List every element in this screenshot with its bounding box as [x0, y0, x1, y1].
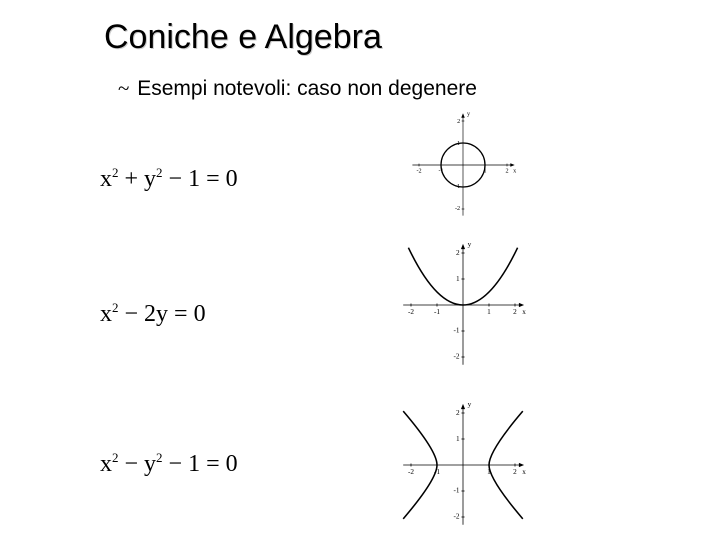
svg-text:y: y	[467, 112, 471, 118]
svg-text:2: 2	[456, 409, 460, 417]
svg-text:1: 1	[456, 435, 460, 443]
svg-text:y: y	[468, 401, 472, 409]
svg-text:1: 1	[456, 275, 460, 283]
svg-text:x: x	[513, 169, 516, 175]
svg-text:-2: -2	[453, 352, 459, 360]
chart-circle: -2 -1 1 2 -2 -1 1 2 x y	[368, 110, 558, 220]
svg-text:2: 2	[457, 119, 460, 125]
svg-text:2: 2	[456, 249, 460, 257]
svg-text:x: x	[522, 468, 526, 476]
svg-text:2: 2	[513, 308, 517, 316]
page-title: Coniche e Algebra	[104, 18, 382, 57]
chart-hyperbola: -2 -1 1 2 -2 -1 1 2 x y	[368, 400, 558, 530]
subtitle-bold: Esempi	[131, 77, 207, 100]
svg-text:-1: -1	[438, 169, 443, 175]
equation-hyperbola: x2 − y2 − 1 = 0	[100, 450, 300, 478]
svg-text:2: 2	[513, 468, 517, 476]
subtitle: ~ Esempi notevoli: caso non degenere	[118, 76, 477, 101]
svg-text:-1: -1	[453, 326, 459, 334]
svg-text:1: 1	[487, 308, 491, 316]
chart-parabola: -2 -1 1 2 -2 -1 1 2 x y	[368, 240, 558, 370]
svg-text:-2: -2	[416, 169, 421, 175]
svg-text:-2: -2	[453, 512, 459, 520]
svg-text:-1: -1	[453, 486, 459, 494]
svg-text:-1: -1	[455, 184, 460, 190]
section-icon: ~	[118, 76, 129, 101]
svg-text:y: y	[468, 241, 472, 249]
subtitle-rest: notevoli: caso non degenere	[207, 77, 477, 100]
equation-circle: x2 + y2 − 1 = 0	[100, 165, 300, 193]
svg-text:1: 1	[487, 468, 491, 476]
svg-text:-2: -2	[455, 206, 460, 212]
svg-text:-2: -2	[408, 468, 414, 476]
equation-parabola: x2 − 2y = 0	[100, 300, 300, 328]
svg-text:-2: -2	[408, 308, 414, 316]
svg-text:1: 1	[483, 169, 486, 175]
svg-text:2: 2	[505, 169, 508, 175]
svg-text:x: x	[522, 308, 526, 316]
svg-text:1: 1	[457, 141, 460, 147]
svg-text:-1: -1	[434, 468, 440, 476]
svg-text:-1: -1	[434, 308, 440, 316]
